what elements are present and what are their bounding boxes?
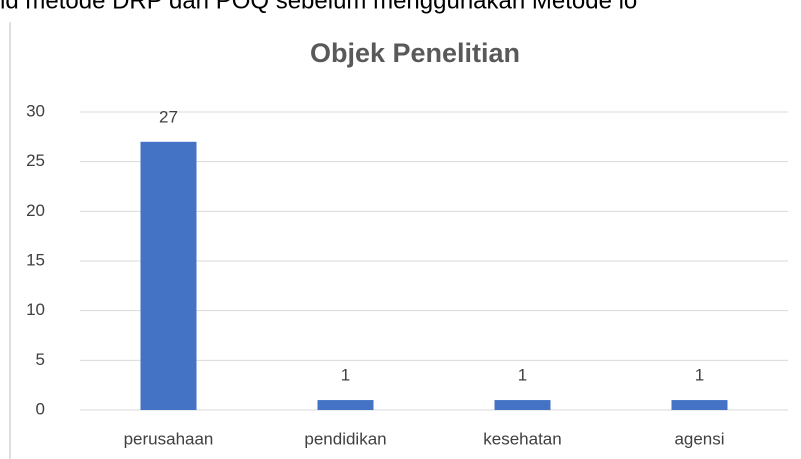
y-tick-label: 0	[36, 399, 45, 418]
x-tick-label: agensi	[674, 429, 724, 448]
data-label: 1	[341, 366, 350, 385]
bar	[140, 141, 197, 411]
chart-title: Objek Penelitian	[310, 38, 520, 68]
y-tick-label: 20	[26, 201, 45, 220]
y-tick-label: 30	[26, 101, 45, 120]
cropped-text: nd metode DRP dan POQ sebelum menggunaka…	[0, 0, 637, 14]
data-label: 1	[518, 366, 527, 385]
data-label: 1	[695, 366, 704, 385]
bar	[317, 400, 374, 410]
y-tick-label: 25	[26, 151, 45, 170]
y-tick-label: 5	[36, 350, 45, 369]
x-tick-label: kesehatan	[483, 429, 561, 448]
bar	[494, 400, 551, 410]
y-tick-label: 15	[26, 250, 45, 269]
x-tick-label: perusahaan	[124, 429, 214, 448]
y-tick-label: 10	[26, 300, 45, 319]
data-label: 27	[159, 107, 178, 126]
x-tick-label: pendidikan	[304, 429, 386, 448]
bar	[671, 400, 728, 410]
